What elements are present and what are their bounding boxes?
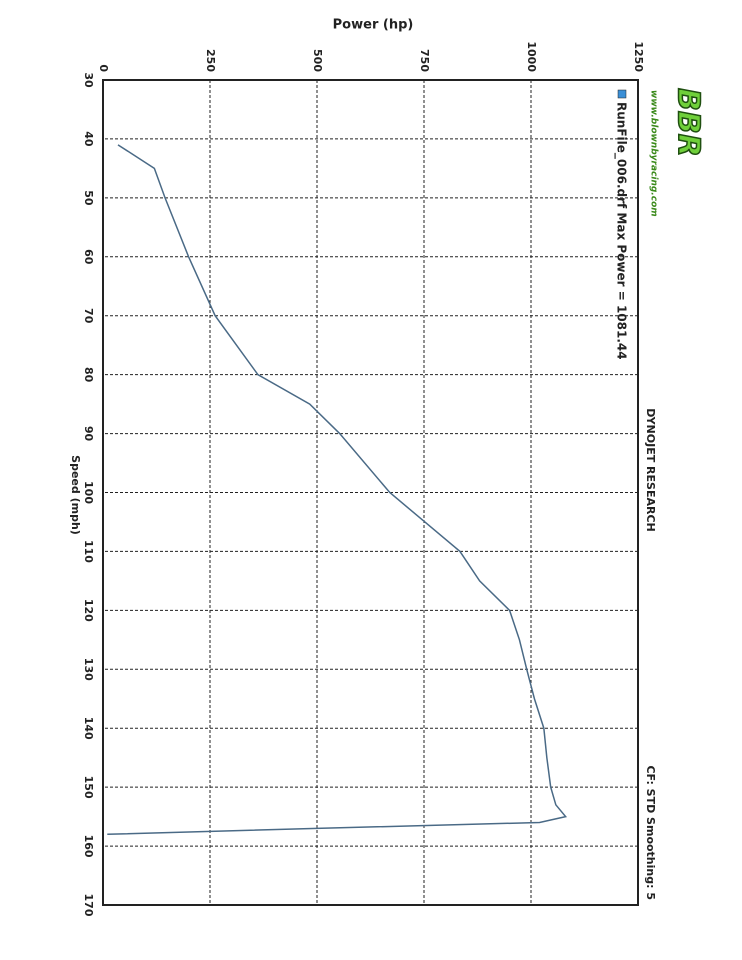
x-tick-label: 100 xyxy=(82,481,95,504)
x-tick-label: 70 xyxy=(82,308,95,324)
legend-label: RunFile_006.drf Max Power = 1081.44 xyxy=(614,102,629,360)
x-tick-label: 90 xyxy=(82,426,95,442)
y-tick-label: 1000 xyxy=(525,41,538,72)
y-tick-label: 1250 xyxy=(632,41,645,72)
logo-url: www.blownbyracing.com xyxy=(649,90,659,217)
x-tick-label: 110 xyxy=(82,540,95,563)
x-tick-label: 50 xyxy=(82,190,95,206)
x-axis-title: Speed (mph) xyxy=(69,455,82,535)
x-tick-label: 80 xyxy=(82,367,95,383)
x-tick-label: 140 xyxy=(82,717,95,740)
x-tick-label: 40 xyxy=(82,131,95,147)
x-tick-label: 30 xyxy=(82,72,95,88)
y-tick-label: 250 xyxy=(204,49,217,72)
x-tick-label: 160 xyxy=(82,835,95,858)
x-tick-label: 60 xyxy=(82,249,95,265)
logo: BBR xyxy=(671,88,706,157)
x-tick-label: 130 xyxy=(82,658,95,681)
chart-title: DYNOJET RESEARCH xyxy=(644,408,657,531)
legend-swatch xyxy=(617,89,627,99)
chart: DYNOJET RESEARCH CF: STD Smoothing: 5 Sp… xyxy=(69,41,706,916)
x-tick-label: 170 xyxy=(82,894,95,917)
y-tick-label: 750 xyxy=(418,49,431,72)
chart-subtitle: CF: STD Smoothing: 5 xyxy=(644,765,657,900)
x-tick-label: 150 xyxy=(82,776,95,799)
line xyxy=(107,144,568,836)
y-axis-title: Power (hp) xyxy=(333,18,414,33)
y-tick-label: 0 xyxy=(97,64,110,72)
x-tick-label: 120 xyxy=(82,599,95,622)
y-tick-label: 500 xyxy=(311,49,324,72)
